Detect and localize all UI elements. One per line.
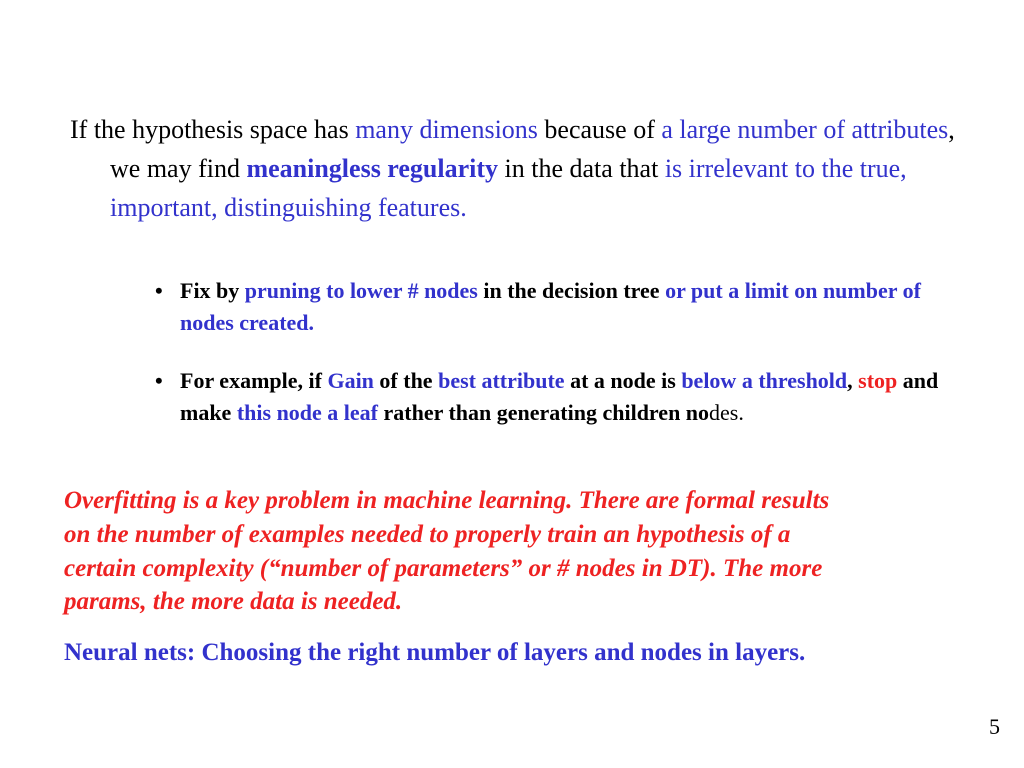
text-run: in the decision tree [483,278,665,303]
bullet-item: • Fix by pruning to lower # nodes in the… [150,275,940,339]
page-number: 5 [989,714,1000,740]
text-run-blue: below a threshold [681,368,847,393]
text-run-blue-bold: meaningless regularity [246,154,504,183]
text-run: because of [544,115,661,144]
overfitting-paragraph: Overfitting is a key problem in machine … [64,484,834,619]
bullet-dot-icon: • [155,365,163,397]
text-run-blue: Gain [327,368,379,393]
bullet-item: • For example, if Gain of the best attri… [150,365,940,429]
text-run-red: stop [858,368,903,393]
text-run: , [847,368,858,393]
text-run: Fix by [180,278,245,303]
intro-paragraph: If the hypothesis space has many dimensi… [70,110,955,227]
text-run-blue: this node a leaf [237,400,384,425]
text-run-blue: pruning to lower # nodes [245,278,484,303]
text-run: For example, if [180,368,327,393]
text-run: at a node is [570,368,681,393]
text-run-blue: many dimensions [355,115,544,144]
text-run: des. [709,400,744,425]
bullet-dot-icon: • [155,275,163,307]
text-run: If the hypothesis space has [70,115,355,144]
text-run-blue: best attribute [438,368,570,393]
bullet-list: • Fix by pruning to lower # nodes in the… [150,275,940,455]
neural-nets-paragraph: Neural nets: Choosing the right number o… [64,636,834,670]
slide: If the hypothesis space has many dimensi… [0,0,1024,768]
text-run: of the [379,368,438,393]
text-run: rather than generating children no [384,400,710,425]
text-run-blue: a large number of attributes [661,115,948,144]
text-run: in the data that [505,154,665,183]
